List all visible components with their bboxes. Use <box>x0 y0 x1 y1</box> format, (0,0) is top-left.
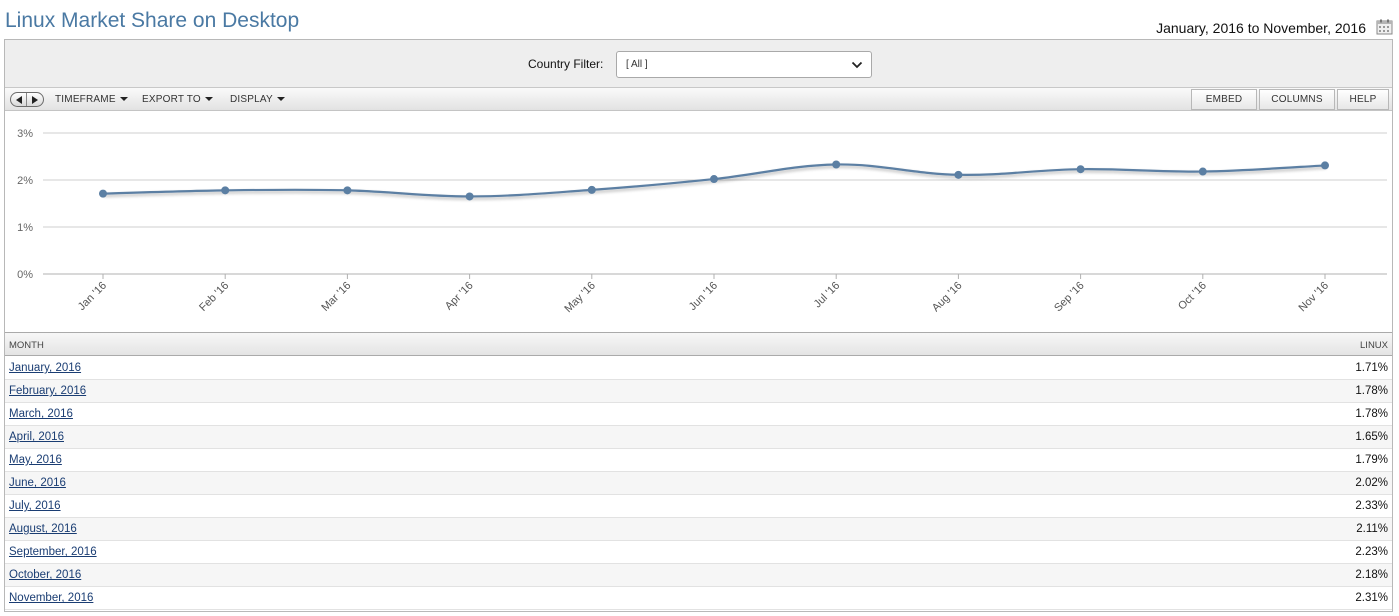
data-point[interactable] <box>221 186 230 195</box>
timeframe-nav <box>10 92 44 107</box>
table-row: August, 2016 2.11% <box>5 518 1392 541</box>
linux-share-value: 1.78% <box>1355 385 1388 397</box>
filter-bar: Country Filter: [ All ] <box>5 40 1392 88</box>
x-tick-label: Feb '16 <box>197 280 231 314</box>
linux-share-value: 1.78% <box>1355 408 1388 420</box>
x-tick-label: Jul '16 <box>812 280 843 311</box>
table-row: June, 2016 2.02% <box>5 472 1392 495</box>
y-tick-label: 3% <box>17 128 33 140</box>
timeframe-menu[interactable]: TIMEFRAME <box>55 94 128 105</box>
x-tick-label: Nov '16 <box>1297 280 1332 315</box>
data-point[interactable] <box>99 189 107 198</box>
linux-share-value: 2.31% <box>1355 592 1388 604</box>
data-point[interactable] <box>710 175 718 184</box>
month-link[interactable]: February, 2016 <box>9 385 87 397</box>
data-point[interactable] <box>954 170 963 179</box>
country-filter-select[interactable]: [ All ] <box>616 51 872 78</box>
month-link[interactable]: September, 2016 <box>9 546 97 558</box>
linux-share-value: 2.18% <box>1355 569 1388 581</box>
linux-share-value: 2.02% <box>1355 477 1388 489</box>
x-tick-label: May '16 <box>562 280 597 315</box>
x-tick-label: Sep '16 <box>1052 280 1087 315</box>
month-link[interactable]: August, 2016 <box>9 523 77 535</box>
table-row: February, 2016 1.78% <box>5 380 1392 403</box>
column-header-linux[interactable]: LINUX <box>1360 340 1388 351</box>
country-filter-label: Country Filter: <box>528 57 604 71</box>
arrow-right-icon <box>32 96 38 104</box>
table-row: May, 2016 1.79% <box>5 449 1392 472</box>
calendar-icon[interactable] <box>1376 19 1393 35</box>
prev-period-button[interactable] <box>11 93 27 106</box>
linux-share-value: 1.71% <box>1355 362 1388 374</box>
arrow-left-icon <box>16 96 22 104</box>
display-menu[interactable]: DISPLAY <box>230 94 285 105</box>
month-link[interactable]: May, 2016 <box>9 454 62 466</box>
y-tick-label: 0% <box>17 269 33 281</box>
page-title: Linux Market Share on Desktop <box>5 9 300 32</box>
x-tick-label: Aug '16 <box>930 280 965 315</box>
month-link[interactable]: April, 2016 <box>9 431 64 443</box>
table-row: October, 2016 2.18% <box>5 564 1392 587</box>
month-link[interactable]: March, 2016 <box>9 408 73 420</box>
linux-share-value: 1.65% <box>1355 431 1388 443</box>
x-tick-label: Oct '16 <box>1176 280 1209 313</box>
linux-share-value: 2.23% <box>1355 546 1388 558</box>
month-link[interactable]: January, 2016 <box>9 362 82 374</box>
data-point[interactable] <box>1198 167 1207 176</box>
table-row: September, 2016 2.23% <box>5 541 1392 564</box>
x-tick-label: Apr '16 <box>443 280 476 313</box>
line-chart: 0% 1% 2% 3% Jan '16 Feb '16 Mar '16 Apr '16 May… <box>5 112 1392 332</box>
x-tick-label: Jan '16 <box>76 280 109 313</box>
report-panel: Country Filter: [ All ] TIMEFRAME EXPORT… <box>4 39 1393 612</box>
column-header-month[interactable]: MONTH <box>9 340 44 351</box>
data-point[interactable] <box>1076 165 1085 174</box>
data-point[interactable] <box>465 192 474 201</box>
table-row: March, 2016 1.78% <box>5 403 1392 426</box>
chart-svg: 0% 1% 2% 3% Jan '16 Feb '16 Mar '16 Apr '16 May… <box>17 128 1387 315</box>
caret-down-icon <box>119 97 128 101</box>
linux-share-value: 1.79% <box>1355 454 1388 466</box>
month-link[interactable]: October, 2016 <box>9 569 82 581</box>
y-tick-label: 1% <box>17 222 33 234</box>
columns-button[interactable]: COLUMNS <box>1259 89 1335 110</box>
data-point[interactable] <box>343 186 352 195</box>
table-row: November, 2016 2.31% <box>5 587 1392 610</box>
caret-down-icon <box>276 97 285 101</box>
data-point[interactable] <box>832 160 841 169</box>
date-range-label: January, 2016 to November, 2016 <box>1156 20 1366 36</box>
month-link[interactable]: July, 2016 <box>9 500 61 512</box>
help-button[interactable]: HELP <box>1337 89 1389 110</box>
chevron-down-icon <box>851 61 863 69</box>
caret-down-icon <box>204 97 213 101</box>
table-header: MONTH LINUX <box>5 332 1392 356</box>
table-row: January, 2016 1.71% <box>5 357 1392 380</box>
data-table: January, 2016 1.71% February, 2016 1.78% Mar… <box>5 357 1392 610</box>
table-row: July, 2016 2.33% <box>5 495 1392 518</box>
data-point[interactable] <box>587 185 596 194</box>
country-filter-value: [ All ] <box>626 59 648 70</box>
y-tick-label: 2% <box>17 175 33 187</box>
data-point[interactable] <box>1321 161 1329 170</box>
x-tick-label: Mar '16 <box>319 280 353 314</box>
month-link[interactable]: June, 2016 <box>9 477 66 489</box>
table-row: April, 2016 1.65% <box>5 426 1392 449</box>
linux-share-value: 2.11% <box>1356 523 1388 535</box>
month-link[interactable]: November, 2016 <box>9 592 94 604</box>
toolbar: TIMEFRAME EXPORT TO DISPLAY EMBED COLUMN… <box>5 88 1392 111</box>
export-menu[interactable]: EXPORT TO <box>142 94 213 105</box>
x-tick-label: Jun '16 <box>687 280 720 313</box>
embed-button[interactable]: EMBED <box>1191 89 1257 110</box>
linux-share-value: 2.33% <box>1355 500 1388 512</box>
next-period-button[interactable] <box>27 93 43 106</box>
